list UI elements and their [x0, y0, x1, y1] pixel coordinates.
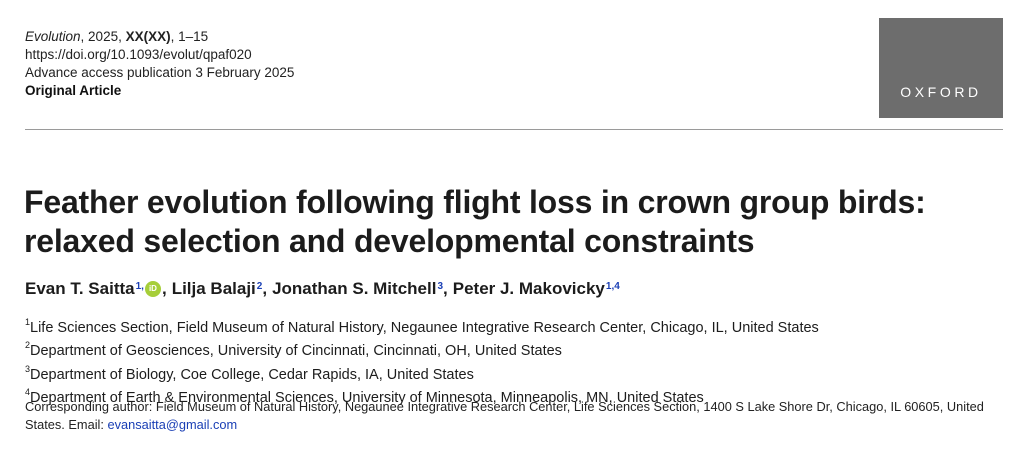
email-link[interactable]: evansaitta@gmail.com	[107, 416, 238, 432]
doi-link[interactable]: https://doi.org/10.1093/evolut/qpaf020	[25, 47, 252, 62]
header-divider	[25, 129, 1003, 130]
journal-name: Evolution	[25, 29, 81, 44]
orcid-icon[interactable]: iD	[144, 281, 161, 297]
publisher-logo[interactable]: OXFORD	[879, 18, 1003, 118]
article-title: Feather evolution following flight loss …	[24, 184, 926, 259]
corresponding-author: Corresponding author: Field Museum of Na…	[25, 398, 985, 433]
affiliation: 3Department of Biology, Coe College, Ced…	[25, 363, 474, 383]
corresponding-author-text: Corresponding author: Field Museum of Na…	[25, 399, 984, 432]
author-affiliation-ref[interactable]: 1,	[135, 280, 144, 292]
publisher-logo-text: OXFORD	[900, 84, 982, 100]
author-name[interactable]: Jonathan S. Mitchell	[272, 279, 437, 298]
publication-date: Advance access publication 3 February 20…	[25, 65, 295, 80]
author-name[interactable]: Lilja Balaji	[171, 279, 256, 298]
affiliation: 4Department of Earth & Environmental Sci…	[25, 386, 704, 406]
affiliation: 1Life Sciences Section, Field Museum of …	[25, 317, 819, 336]
affiliation: 2Department of Geosciences, University o…	[25, 340, 562, 360]
author-list: Evan T. Saitta 1, iD, Lilja Balaji 2, Jonat…	[25, 279, 620, 298]
author-affiliation-ref[interactable]: 3	[437, 280, 443, 292]
citation-line: Evolution, 2025, XX(XX), 1–15	[25, 28, 294, 46]
article-type: Original Article	[25, 83, 122, 98]
author-affiliation-ref[interactable]: 1,4	[605, 280, 620, 292]
affiliation-list: 1Life Sciences Section, Field Museum of …	[25, 314, 819, 407]
author-name[interactable]: Evan T. Saitta	[25, 279, 135, 298]
volume: XX(XX)	[125, 29, 171, 44]
author-affiliation-ref[interactable]: 2	[256, 280, 263, 292]
year: , 2025,	[80, 29, 126, 44]
pages: , 1–15	[170, 29, 209, 44]
article-meta: Evolution, 2025, XX(XX), 1–15 https://do…	[25, 28, 294, 100]
author-name[interactable]: Peter J. Makovicky	[452, 279, 605, 298]
